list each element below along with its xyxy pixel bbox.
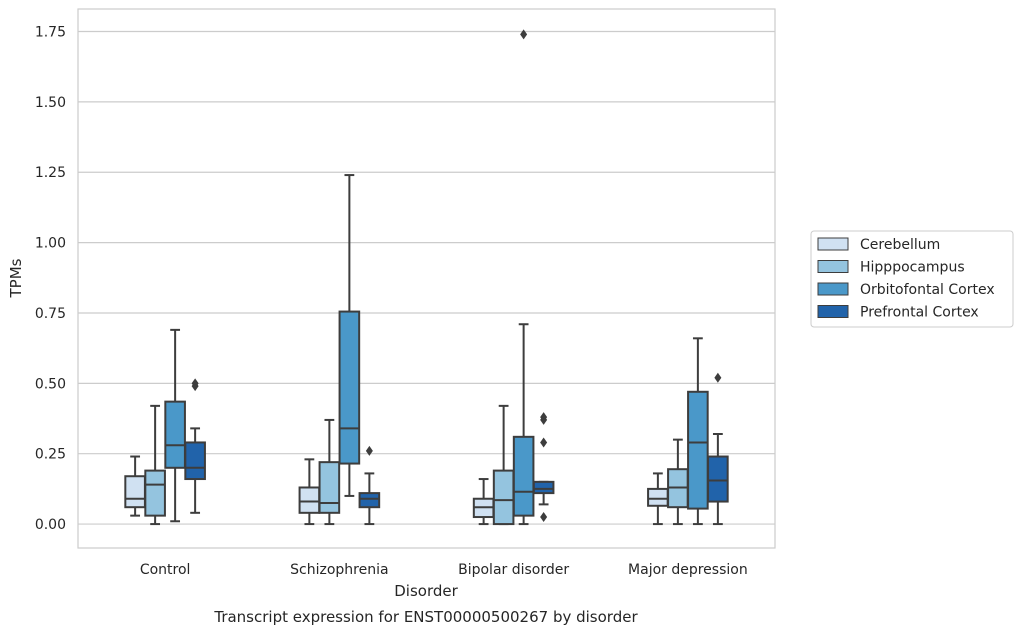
- box-3-2: [687, 337, 709, 526]
- outlier-point: [540, 512, 548, 523]
- box-3-3: [707, 372, 729, 526]
- outlier-point: [540, 437, 548, 448]
- legend-swatch: [817, 260, 849, 273]
- box-0-2: [164, 328, 186, 523]
- outlier-point: [365, 445, 373, 456]
- y-tick-label: 0.50: [35, 376, 66, 392]
- legend-label: Hipppocampus: [860, 260, 965, 276]
- legend-swatch: [817, 305, 849, 318]
- box-2-2: [512, 29, 535, 526]
- legend-label: Orbitofontal Cortex: [860, 282, 995, 298]
- box-2-0: [472, 478, 495, 526]
- box-0-3: [184, 378, 206, 514]
- box-body: [124, 475, 146, 509]
- y-tick-label: 1.75: [35, 25, 66, 41]
- legend-item: Orbitofontal Cortex: [817, 282, 995, 298]
- box-2-3: [532, 412, 555, 523]
- outlier-point: [714, 372, 722, 383]
- legend-swatch: [817, 237, 849, 251]
- box-1-2: [338, 174, 361, 497]
- plot-area-frame: [77, 8, 776, 549]
- y-tick-labels: 0.00 0.25 0.50 0.75 1.00 1.25 1.50 1.75: [35, 25, 66, 534]
- legend-item: Cerebellum: [817, 237, 940, 253]
- outlier-point: [191, 378, 199, 389]
- box-body: [298, 486, 321, 514]
- y-tick-label: 0.00: [35, 517, 66, 533]
- y-tick-label: 1.25: [35, 165, 66, 181]
- box-body: [164, 400, 186, 469]
- legend-frame: [810, 230, 1014, 328]
- box-1-3: [358, 445, 381, 526]
- box-body: [647, 487, 669, 507]
- y-tick-label: 0.25: [35, 447, 66, 463]
- outlier-point: [540, 412, 548, 423]
- legend: Cerebellum Hipppocampus Orbitofontal Corte…: [810, 230, 1014, 328]
- y-tick-label: 1.50: [35, 95, 66, 111]
- box-1-1: [318, 418, 341, 526]
- legend-item: Prefrontal Cortex: [817, 305, 979, 321]
- outlier-point: [520, 29, 528, 40]
- chart-caption: Transcript expression for ENST0000050026…: [213, 608, 638, 626]
- box-body: [687, 390, 709, 510]
- x-tick-label: Control: [140, 562, 191, 578]
- box-body: [144, 469, 166, 517]
- legend-label: Prefrontal Cortex: [860, 305, 979, 321]
- box-3-1: [667, 438, 689, 526]
- box-body: [707, 455, 729, 503]
- legend-item: Hipppocampus: [817, 260, 965, 276]
- box-body: [492, 469, 515, 526]
- x-axis-label: Disorder: [394, 582, 458, 600]
- x-tick-label: Major depression: [628, 562, 748, 578]
- y-tick-label: 1.00: [35, 236, 66, 252]
- x-tick-labels: Control Schizophrenia Bipolar disorder Majo…: [140, 562, 748, 578]
- x-tick-label: Schizophrenia: [290, 562, 388, 578]
- boxes: [124, 29, 729, 526]
- box-3-0: [647, 472, 669, 526]
- y-axis-label: TPMs: [7, 258, 25, 298]
- box-body: [358, 492, 381, 509]
- box-body: [184, 441, 206, 481]
- box-0-0: [124, 455, 146, 517]
- box-0-1: [144, 404, 166, 526]
- y-tick-label: 0.75: [35, 306, 66, 322]
- x-tick-label: Bipolar disorder: [458, 562, 569, 578]
- box-body: [318, 461, 341, 514]
- box-body: [338, 310, 361, 465]
- legend-label: Cerebellum: [860, 237, 940, 253]
- box-body: [512, 435, 535, 517]
- legend-items: Cerebellum Hipppocampus Orbitofontal Corte…: [817, 237, 995, 321]
- box-body: [532, 480, 555, 495]
- legend-swatch: [817, 282, 849, 296]
